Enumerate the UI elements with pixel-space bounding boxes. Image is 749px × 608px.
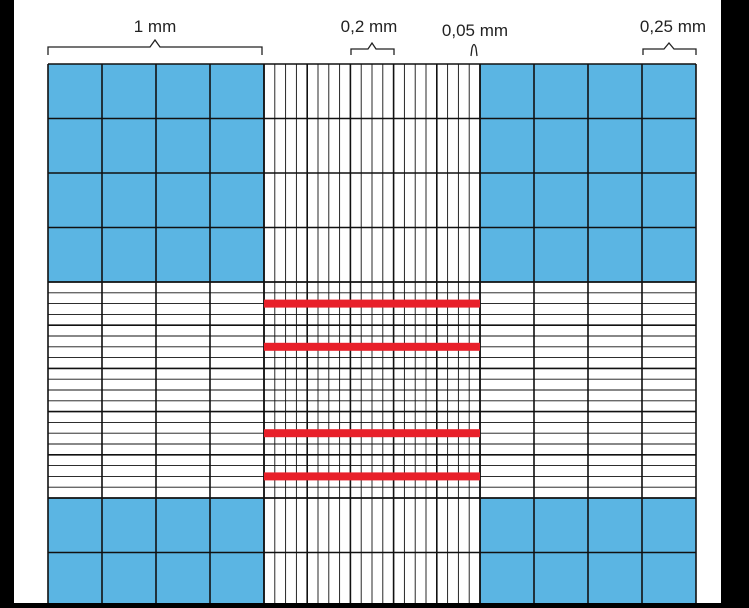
red-counting-bands [264, 299, 480, 481]
red-counting-band [264, 342, 480, 351]
label-0-05mm: 0,05 mm [442, 21, 508, 40]
dimension-brackets [47, 38, 697, 57]
bracket-0-25mm [642, 41, 697, 55]
bracket-1mm [47, 38, 263, 55]
red-counting-band [264, 429, 480, 438]
bracket-0-2mm [350, 41, 395, 55]
label-0-2mm: 0,2 mm [341, 17, 398, 36]
red-counting-band [264, 299, 480, 308]
label-0-25mm: 0,25 mm [640, 17, 706, 36]
vertical-grid-lines [47, 64, 697, 603]
bracket-0-05mm [470, 43, 478, 57]
label-1mm: 1 mm [134, 17, 177, 36]
red-counting-band [264, 472, 480, 481]
